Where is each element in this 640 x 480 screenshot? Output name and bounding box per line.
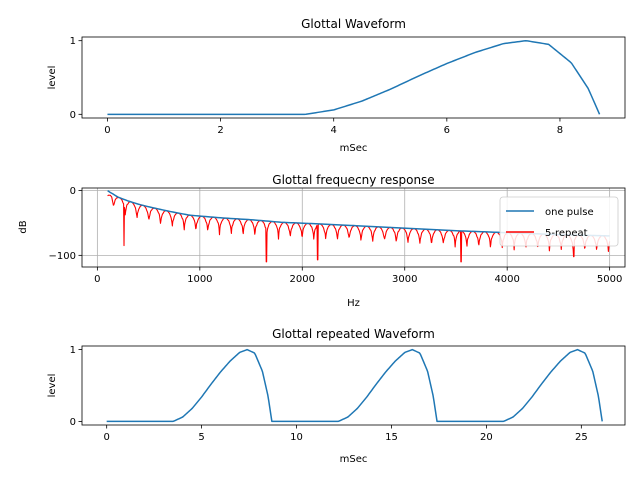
x-tick-label: 5000 [597, 274, 622, 285]
y-tick-label: 1 [70, 345, 76, 356]
x-tick-label: 3000 [392, 274, 417, 285]
y-tick-label: 0 [70, 417, 76, 428]
y-tick-label: 0 [70, 110, 76, 121]
x-tick-label: 10 [290, 432, 303, 443]
freqresp-plot: Glottal frequecny response 0 1000 2000 3000… [18, 173, 626, 309]
x-tick-label: 1000 [187, 274, 212, 285]
x-tick-label: 4 [331, 125, 337, 136]
x-tick-label: 4000 [494, 274, 519, 285]
x-tick-label: 6 [444, 125, 450, 136]
glottal-plot: Glottal Waveform 0 2 4 6 8 0 1 mSec level [47, 17, 626, 154]
x-tick-label: 0 [103, 432, 109, 443]
legend-label-one-pulse: one pulse [545, 207, 594, 218]
x-tick-label: 25 [575, 432, 588, 443]
freqresp-title: Glottal frequecny response [272, 173, 434, 187]
freqresp-ylabel: dB [18, 220, 29, 233]
x-tick-label: 20 [480, 432, 493, 443]
x-tick-label: 2 [217, 125, 223, 136]
repeated-line [106, 348, 603, 423]
freqresp-legend: one pulse 5-repeat [499, 196, 619, 247]
x-tick-label: 0 [94, 274, 100, 285]
legend-label-5-repeat: 5-repeat [545, 228, 588, 239]
glottal-axes-frame [81, 36, 626, 119]
legend-box [499, 196, 619, 247]
repeated-plot: Glottal repeated Waveform 0 5 10 15 20 25 01 … [47, 327, 626, 465]
x-tick-label: 2000 [290, 274, 315, 285]
repeated-ylabel: level [47, 374, 58, 398]
x-tick-label: 0 [104, 125, 110, 136]
repeated-axes-frame [81, 345, 626, 426]
glottal-ylabel: level [47, 66, 58, 90]
y-tick-label: −100 [49, 251, 76, 262]
glottal-title: Glottal Waveform [301, 17, 406, 31]
y-tick-label: 0 [70, 186, 76, 197]
x-tick-label: 15 [385, 432, 398, 443]
y-tick-label: 1 [70, 36, 76, 47]
x-tick-label: 8 [557, 125, 563, 136]
repeated-title: Glottal repeated Waveform [272, 327, 435, 341]
repeated-xlabel: mSec [340, 454, 368, 465]
freqresp-xlabel: Hz [347, 298, 360, 309]
x-tick-label: 5 [198, 432, 204, 443]
freqresp-axes-frame [81, 187, 626, 268]
glottal-xlabel: mSec [340, 143, 368, 154]
glottal-line [107, 39, 601, 116]
